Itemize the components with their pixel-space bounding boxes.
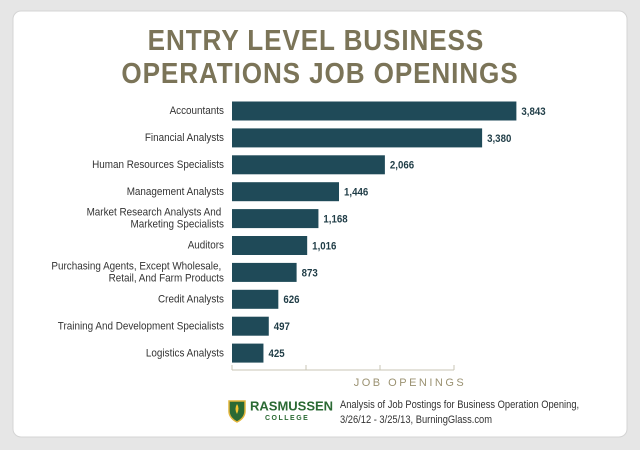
x-axis-label: JOB OPENINGS xyxy=(354,377,467,389)
category-label: Management Analysts xyxy=(127,186,224,198)
bar xyxy=(232,128,483,148)
chart-title: ENTRY LEVEL BUSINESS OPERATIONS JOB OPEN… xyxy=(121,24,518,90)
bar xyxy=(232,262,297,282)
value-label: 1,016 xyxy=(312,241,336,253)
category-labels: Accountants Financial Analysts Human Resou… xyxy=(51,105,224,359)
source-line: Analysis of Job Postings for Business Op… xyxy=(340,399,579,411)
category-label: Purchasing Agents, Except Wholesale, Ret… xyxy=(51,261,224,285)
category-label: Auditors xyxy=(188,240,224,252)
bar xyxy=(232,182,340,202)
source-line: 3/26/12 - 3/25/13, BurningGlass.com xyxy=(340,414,492,426)
bar xyxy=(232,316,269,336)
bar xyxy=(232,101,517,121)
bar xyxy=(232,343,264,363)
value-label: 1,446 xyxy=(344,187,368,199)
source: Analysis of Job Postings for Business Op… xyxy=(340,399,579,426)
value-label: 626 xyxy=(283,295,299,307)
value-label: 497 xyxy=(274,322,290,334)
category-label: Human Resources Specialists xyxy=(92,159,224,171)
brand-sub: COLLEGE xyxy=(265,415,309,422)
category-label: Logistics Analysts xyxy=(146,348,224,360)
bar xyxy=(232,289,279,309)
category-label: Financial Analysts xyxy=(145,132,224,144)
logo xyxy=(228,400,246,423)
value-label: 3,380 xyxy=(487,133,511,145)
bar xyxy=(232,209,319,229)
bar xyxy=(232,155,385,175)
category-label: Accountants xyxy=(170,105,224,117)
value-label: 2,066 xyxy=(390,160,414,172)
brand-name: RASMUSSEN xyxy=(250,398,333,413)
title-group: ENTRY LEVEL BUSINESS OPERATIONS JOB OPEN… xyxy=(121,24,518,90)
bar xyxy=(232,236,308,255)
category-label: Market Research Analysts And Marketing S… xyxy=(87,207,224,231)
value-label: 3,843 xyxy=(521,106,545,118)
value-label: 1,168 xyxy=(323,214,347,226)
value-label: 873 xyxy=(302,268,318,280)
category-label: Training And Development Specialists xyxy=(58,321,224,333)
value-label: 425 xyxy=(268,349,284,361)
category-label: Credit Analysts xyxy=(158,294,224,306)
